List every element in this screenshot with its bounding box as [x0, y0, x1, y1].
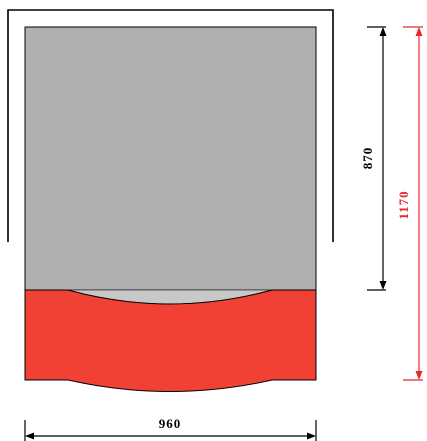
width-label: 960	[159, 416, 182, 431]
total-height-dimension	[403, 26, 423, 381]
gray-panel	[24, 26, 317, 291]
width-dimension	[24, 420, 317, 441]
red-base	[24, 289, 317, 392]
inner-height-label: 870	[360, 147, 375, 170]
outer-frame	[7, 9, 334, 242]
total-height-label: 1170	[396, 190, 411, 219]
inner-height-dimension	[367, 26, 387, 291]
